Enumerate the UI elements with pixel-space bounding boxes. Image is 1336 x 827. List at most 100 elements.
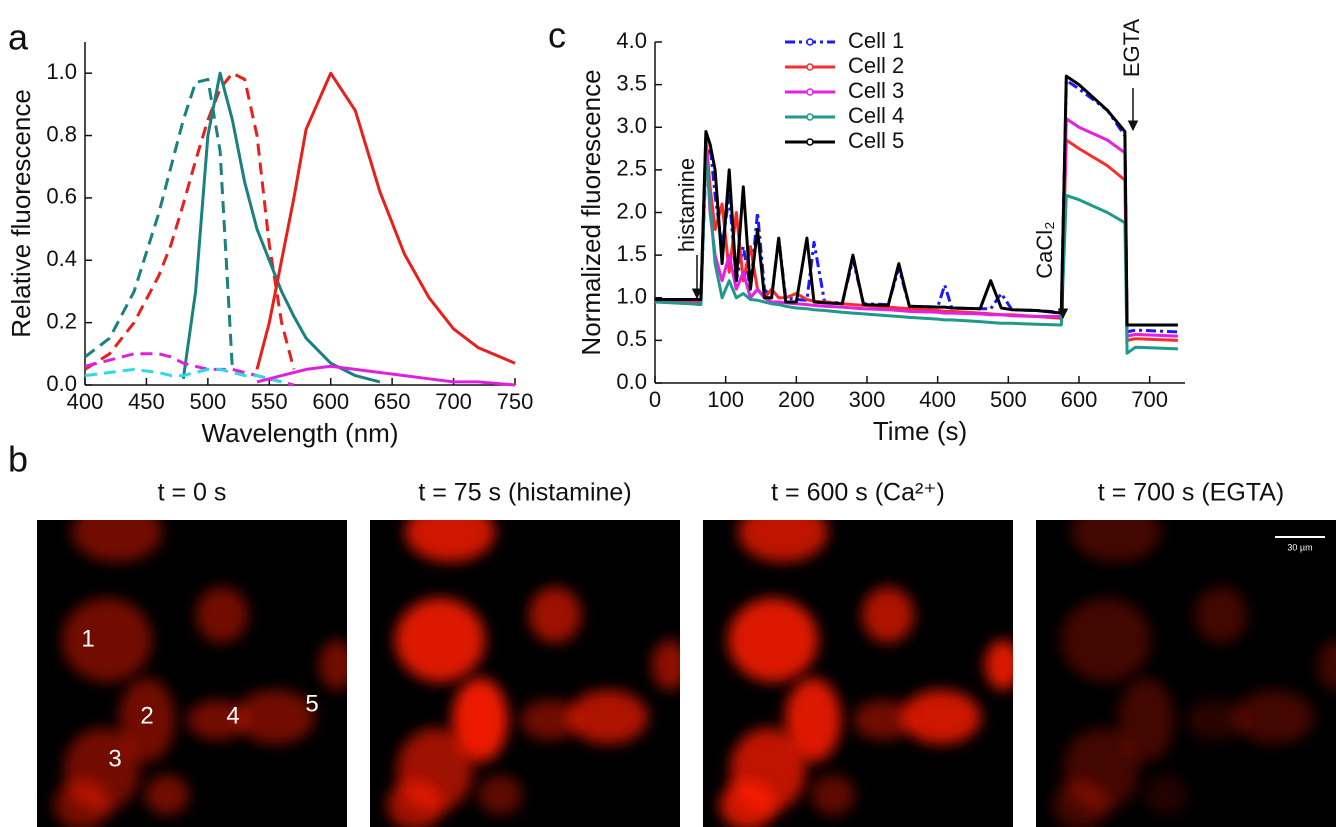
cell: [187, 700, 247, 740]
panel-label: b: [8, 439, 28, 480]
cell: [985, 640, 1013, 690]
legend-label: Cell 4: [848, 103, 904, 128]
cell: [54, 780, 110, 827]
annotation: CaCl₂: [1032, 221, 1057, 278]
cell: [478, 775, 522, 815]
cell: [196, 587, 248, 643]
y-tick-label: 2.5: [616, 156, 647, 181]
cell: [145, 775, 189, 815]
y-tick-label: 0.5: [616, 326, 647, 351]
y-tick-label: 2.0: [616, 198, 647, 223]
x-tick-label: 450: [128, 389, 165, 414]
x-tick-label: 700: [1131, 387, 1168, 412]
x-tick-label: 200: [778, 387, 815, 412]
cell: [728, 598, 818, 682]
cell: [1234, 690, 1314, 744]
y-tick-label: 0.4: [46, 246, 77, 271]
cell: [452, 678, 508, 762]
cell-label: 4: [226, 702, 239, 729]
annotation: EGTA: [1119, 19, 1144, 78]
cell-label: 2: [140, 702, 153, 729]
legend-marker: [806, 63, 814, 71]
x-tick-label: 500: [990, 387, 1027, 412]
y-tick-label: 0.0: [616, 369, 647, 394]
image-title: t = 0 s: [158, 479, 227, 507]
cell: [1118, 678, 1174, 762]
image: [54, 520, 347, 827]
y-tick-label: 4.0: [616, 28, 647, 53]
y-tick-label: 3.5: [616, 70, 647, 95]
y-axis-label: Normalized fluorescence: [576, 69, 606, 355]
annotation: histamine: [674, 158, 699, 252]
cell: [1186, 700, 1246, 740]
cell-label: 3: [108, 745, 121, 772]
y-tick-label: 0.2: [46, 308, 77, 333]
cell: [119, 678, 175, 762]
series-line: [84, 352, 295, 387]
series-line: [256, 364, 516, 387]
cell: [395, 598, 485, 682]
x-tick-label: 600: [1061, 387, 1098, 412]
x-tick-label: 400: [919, 387, 956, 412]
image: [720, 520, 1013, 827]
cell: [652, 640, 680, 690]
cell: [1061, 598, 1151, 682]
cell: [520, 700, 580, 740]
series-line: [84, 367, 282, 384]
cell-label: 1: [81, 625, 94, 652]
cell: [738, 520, 828, 562]
cell: [853, 700, 913, 740]
image-title: t = 75 s (histamine): [418, 479, 631, 507]
x-tick-label: 700: [435, 389, 472, 414]
cell: [785, 678, 841, 762]
legend-label: Cell 1: [848, 28, 904, 53]
series-line: [84, 71, 296, 371]
legend-marker: [806, 38, 814, 46]
x-tick-label: 650: [374, 389, 411, 414]
cell: [568, 690, 648, 744]
x-tick-label: 100: [707, 387, 744, 412]
x-axis-label: Wavelength (nm): [202, 418, 399, 448]
cell: [1053, 780, 1109, 827]
cell-label: 5: [305, 690, 318, 717]
cell: [387, 780, 443, 827]
image: [1053, 520, 1336, 827]
legend-label: Cell 2: [848, 53, 904, 78]
cell: [235, 690, 315, 744]
x-tick-label: 300: [849, 387, 886, 412]
cell: [1071, 520, 1161, 562]
x-axis-label: Time (s): [873, 416, 967, 446]
x-tick-label: 550: [251, 389, 288, 414]
cell: [720, 780, 776, 827]
cell: [405, 520, 495, 562]
series-line: [655, 74, 1178, 327]
cell: [319, 640, 347, 690]
x-tick-label: 750: [497, 389, 534, 414]
cell: [62, 598, 152, 682]
y-tick-label: 3.0: [616, 113, 647, 138]
legend-label: Cell 3: [848, 78, 904, 103]
cell: [862, 587, 914, 643]
panel-label: a: [8, 17, 29, 58]
legend-label: Cell 5: [848, 128, 904, 153]
y-tick-label: 0.6: [46, 184, 77, 209]
cell: [1318, 640, 1336, 690]
cell: [1144, 775, 1188, 815]
scale-bar-label: 30 µm: [1287, 542, 1312, 552]
series-line: [84, 77, 234, 370]
y-axis-label: Relative fluorescence: [6, 89, 36, 338]
x-tick-label: 0: [649, 387, 661, 412]
legend-marker: [806, 138, 814, 146]
image: [387, 520, 680, 827]
cell: [1195, 587, 1247, 643]
cell: [529, 587, 581, 643]
x-tick-label: 400: [67, 389, 104, 414]
y-tick-label: 0.0: [46, 371, 77, 396]
panel-label: c: [548, 15, 566, 56]
cell: [72, 520, 162, 562]
image-title: t = 700 s (EGTA): [1098, 479, 1284, 507]
y-tick-label: 1.5: [616, 241, 647, 266]
x-tick-label: 500: [189, 389, 226, 414]
series-line: [181, 71, 381, 384]
